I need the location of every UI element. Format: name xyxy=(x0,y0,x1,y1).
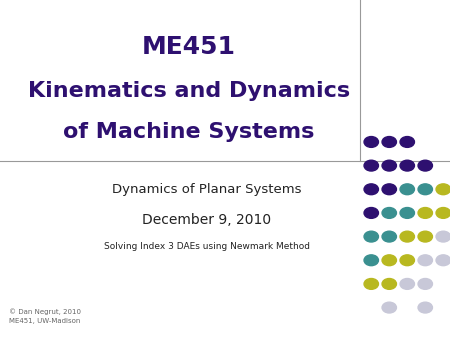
Circle shape xyxy=(436,184,450,195)
Text: of Machine Systems: of Machine Systems xyxy=(63,122,315,142)
Circle shape xyxy=(382,279,396,289)
Circle shape xyxy=(400,160,414,171)
Circle shape xyxy=(364,160,378,171)
Circle shape xyxy=(418,302,432,313)
Circle shape xyxy=(418,208,432,218)
Circle shape xyxy=(436,208,450,218)
Circle shape xyxy=(400,208,414,218)
Circle shape xyxy=(364,184,378,195)
Circle shape xyxy=(418,255,432,266)
Circle shape xyxy=(418,184,432,195)
Text: Solving Index 3 DAEs using Newmark Method: Solving Index 3 DAEs using Newmark Metho… xyxy=(104,242,310,251)
Text: ME451: ME451 xyxy=(142,35,236,59)
Circle shape xyxy=(382,137,396,147)
Circle shape xyxy=(364,137,378,147)
Circle shape xyxy=(364,255,378,266)
Circle shape xyxy=(364,208,378,218)
Circle shape xyxy=(436,255,450,266)
Text: Dynamics of Planar Systems: Dynamics of Planar Systems xyxy=(112,183,302,196)
Circle shape xyxy=(400,184,414,195)
Circle shape xyxy=(382,184,396,195)
Circle shape xyxy=(364,231,378,242)
Circle shape xyxy=(436,231,450,242)
Circle shape xyxy=(400,255,414,266)
Circle shape xyxy=(364,279,378,289)
Circle shape xyxy=(400,231,414,242)
Text: Kinematics and Dynamics: Kinematics and Dynamics xyxy=(28,81,350,101)
Text: © Dan Negrut, 2010
ME451, UW-Madison: © Dan Negrut, 2010 ME451, UW-Madison xyxy=(9,308,81,324)
Text: December 9, 2010: December 9, 2010 xyxy=(143,213,271,227)
Circle shape xyxy=(382,255,396,266)
Circle shape xyxy=(382,302,396,313)
Circle shape xyxy=(418,160,432,171)
Circle shape xyxy=(418,231,432,242)
Circle shape xyxy=(382,231,396,242)
Circle shape xyxy=(382,208,396,218)
Circle shape xyxy=(400,279,414,289)
Circle shape xyxy=(418,279,432,289)
Circle shape xyxy=(400,137,414,147)
Circle shape xyxy=(382,160,396,171)
